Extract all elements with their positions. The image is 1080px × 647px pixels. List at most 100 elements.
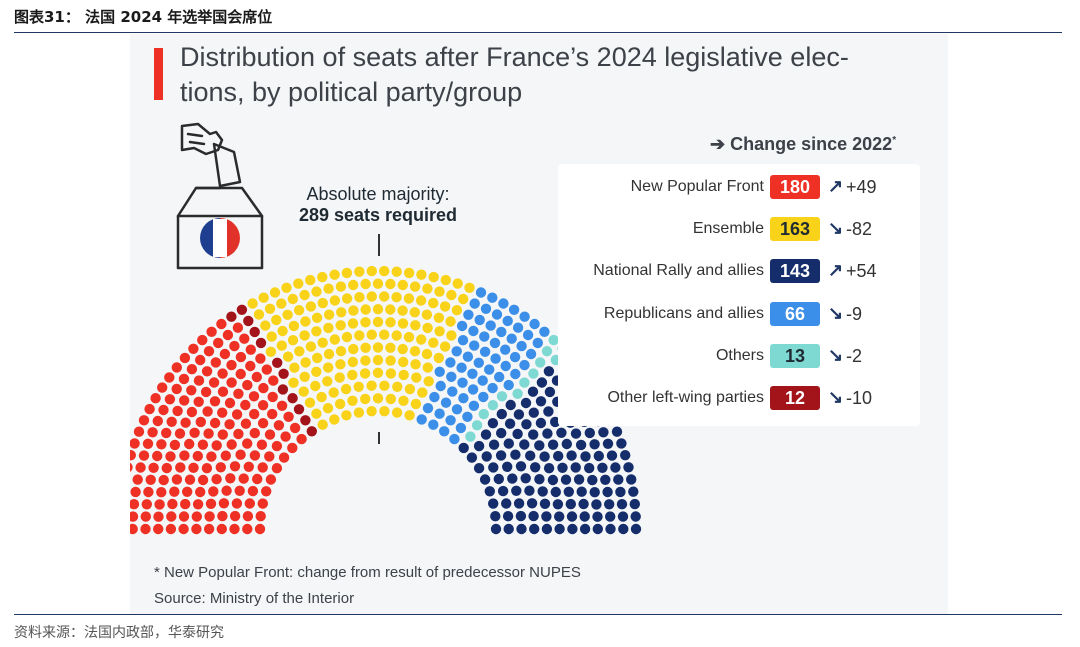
- ballot-box-icon: [176, 122, 264, 270]
- seat-dot: [385, 278, 396, 290]
- seat-dot: [272, 357, 283, 368]
- seat-dot: [283, 411, 294, 422]
- seat-dot: [469, 340, 480, 351]
- seat-dot: [379, 380, 390, 391]
- seat-dot: [409, 307, 420, 318]
- seat-dot: [366, 265, 377, 277]
- seat-dot: [304, 397, 316, 408]
- seat-dot: [521, 419, 532, 430]
- seat-dot: [348, 343, 359, 355]
- seat-dot: [233, 388, 244, 399]
- seat-dot: [239, 333, 250, 344]
- seat-dot: [504, 418, 516, 429]
- seat-dot: [379, 265, 390, 277]
- seat-dot: [503, 438, 514, 449]
- seat-dot: [440, 397, 452, 408]
- arrow-down-right-icon: ↘: [828, 302, 844, 323]
- legend-change-value: +54: [846, 261, 877, 282]
- seat-dot: [391, 292, 402, 303]
- seat-dot: [503, 523, 514, 535]
- seat-dot: [528, 407, 539, 418]
- seat-dot: [512, 322, 524, 333]
- seat-dot: [372, 304, 384, 315]
- seat-dot: [366, 406, 377, 417]
- seat-dot: [130, 450, 136, 461]
- seat-dot: [360, 278, 371, 290]
- arrow-down-right-icon: ↘: [828, 387, 844, 407]
- seat-dot: [539, 326, 550, 337]
- seat-dot: [485, 320, 496, 331]
- seat-dot: [566, 511, 578, 522]
- seat-dot: [130, 511, 139, 522]
- seat-dot: [428, 337, 439, 348]
- seat-dot: [529, 523, 540, 535]
- seat-dot: [360, 342, 371, 353]
- seat-dot: [242, 511, 254, 522]
- chart-source: Source: Ministry of the Interior: [154, 590, 355, 607]
- seat-dot: [385, 368, 397, 379]
- seat-dot: [287, 335, 299, 346]
- seat-dot: [570, 462, 581, 473]
- seat-dot: [188, 462, 199, 473]
- seat-dot: [257, 400, 269, 411]
- seat-dot: [463, 309, 474, 320]
- seat-dot: [130, 438, 140, 449]
- seat-dot: [528, 510, 539, 522]
- seat-dot: [195, 486, 206, 498]
- seat-dot: [534, 474, 545, 485]
- seat-dot: [404, 383, 416, 395]
- seat-dot: [201, 366, 213, 377]
- seat-dot: [451, 305, 463, 316]
- seat-dot: [489, 337, 501, 349]
- seat-dot: [158, 404, 169, 416]
- legend-change-value: -9: [846, 303, 863, 324]
- seat-dot: [268, 375, 279, 386]
- majority-annotation: Absolute majority: 289 seats required: [258, 184, 498, 226]
- seat-dot: [205, 498, 217, 509]
- seat-dot: [203, 346, 215, 357]
- seat-dot: [487, 418, 499, 429]
- seat-dot: [348, 305, 359, 316]
- seat-dot: [277, 384, 289, 395]
- seat-dot: [157, 382, 168, 393]
- arrow-down-right-icon: ↘: [828, 344, 844, 365]
- seat-dot: [209, 417, 221, 429]
- seat-dot: [372, 354, 384, 366]
- seat-dot: [130, 499, 140, 510]
- legend-change-value: +49: [846, 177, 877, 197]
- seat-dot: [539, 498, 551, 509]
- seat-dot: [311, 408, 322, 419]
- seat-dot: [158, 474, 169, 486]
- seat-dot: [335, 346, 347, 357]
- seat-dot: [258, 292, 269, 303]
- seat-dot: [182, 486, 193, 497]
- seat-dot: [271, 463, 283, 474]
- seat-dot: [397, 305, 408, 316]
- seat-dot: [543, 366, 555, 377]
- seat-dot: [600, 474, 611, 485]
- seat-dot: [536, 377, 548, 388]
- seat-dot: [164, 394, 176, 405]
- seat-dot: [404, 410, 415, 421]
- seat-dot: [359, 368, 371, 379]
- seat-dot: [271, 314, 282, 326]
- seat-dot: [289, 362, 300, 373]
- seat-dot: [167, 498, 178, 510]
- seat-dot: [265, 474, 277, 485]
- seat-dot: [191, 511, 202, 522]
- legend-row: Republicans and allies 66 ↘ -9: [558, 301, 920, 329]
- seat-dot: [415, 295, 427, 306]
- legend-party-name: Others: [715, 346, 764, 364]
- seat-dot: [500, 360, 511, 372]
- seat-dot: [211, 440, 222, 451]
- seat-dot: [410, 359, 421, 370]
- seat-dot: [360, 317, 371, 328]
- seat-dot: [165, 451, 176, 462]
- seat-dot: [193, 375, 205, 386]
- seat-dot: [247, 298, 258, 309]
- seat-dot: [138, 415, 150, 426]
- seat-dot: [299, 330, 310, 341]
- seat-dot: [576, 486, 587, 497]
- seat-dot: [515, 510, 527, 522]
- change-header: ➔ Change since 2022*: [710, 134, 897, 154]
